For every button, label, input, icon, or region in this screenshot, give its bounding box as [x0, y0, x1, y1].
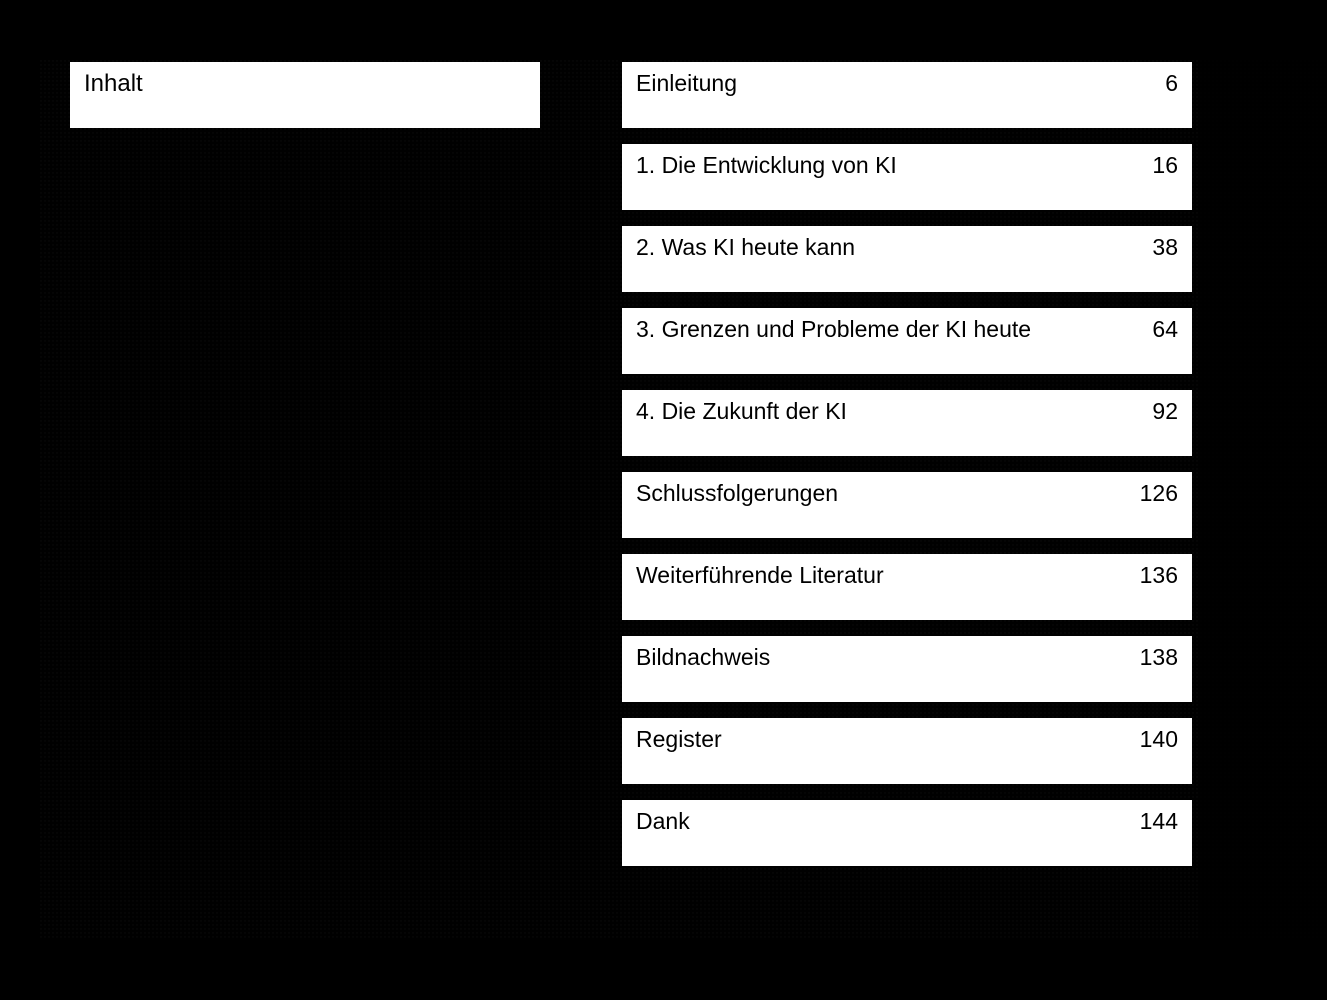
- toc-item-label: 3. Grenzen und Probleme der KI heute: [636, 318, 1128, 341]
- toc-item-label: Bildnachweis: [636, 646, 1128, 669]
- toc-item-page: 136: [1128, 564, 1178, 587]
- toc-item: 1. Die Entwicklung von KI 16: [622, 144, 1192, 210]
- toc-item-page: 38: [1128, 236, 1178, 259]
- toc-item: Bildnachweis 138: [622, 636, 1192, 702]
- toc-item-page: 144: [1128, 810, 1178, 833]
- toc-title: Inhalt: [84, 70, 143, 97]
- toc-item-label: Register: [636, 728, 1128, 751]
- toc-item: Einleitung 6: [622, 62, 1192, 128]
- toc-item-page: 140: [1128, 728, 1178, 751]
- toc-item-label: 1. Die Entwicklung von KI: [636, 154, 1128, 177]
- toc-item-label: 4. Die Zukunft der KI: [636, 400, 1128, 423]
- toc-item-label: Einleitung: [636, 72, 1128, 95]
- toc-title-box: Inhalt: [70, 62, 540, 128]
- toc-item: Weiterführende Literatur 136: [622, 554, 1192, 620]
- toc-item-page: 126: [1128, 482, 1178, 505]
- toc-item-label: 2. Was KI heute kann: [636, 236, 1128, 259]
- toc-item-page: 138: [1128, 646, 1178, 669]
- toc-item: 2. Was KI heute kann 38: [622, 226, 1192, 292]
- toc-item-label: Dank: [636, 810, 1128, 833]
- toc-item: 3. Grenzen und Probleme der KI heute 64: [622, 308, 1192, 374]
- page-overlay: Inhalt Einleitung 6 1. Die Entwicklung v…: [0, 0, 1327, 1000]
- toc-item: 4. Die Zukunft der KI 92: [622, 390, 1192, 456]
- toc-item-page: 16: [1128, 154, 1178, 177]
- toc-item-label: Weiterführende Literatur: [636, 564, 1128, 587]
- toc-item: Dank 144: [622, 800, 1192, 866]
- toc-item: Register 140: [622, 718, 1192, 784]
- toc-item-page: 92: [1128, 400, 1178, 423]
- toc-item-label: Schlussfolgerungen: [636, 482, 1128, 505]
- toc-list: Einleitung 6 1. Die Entwicklung von KI 1…: [622, 62, 1192, 866]
- toc-item-page: 6: [1128, 72, 1178, 95]
- toc-item-page: 64: [1128, 318, 1178, 341]
- toc-item: Schlussfolgerungen 126: [622, 472, 1192, 538]
